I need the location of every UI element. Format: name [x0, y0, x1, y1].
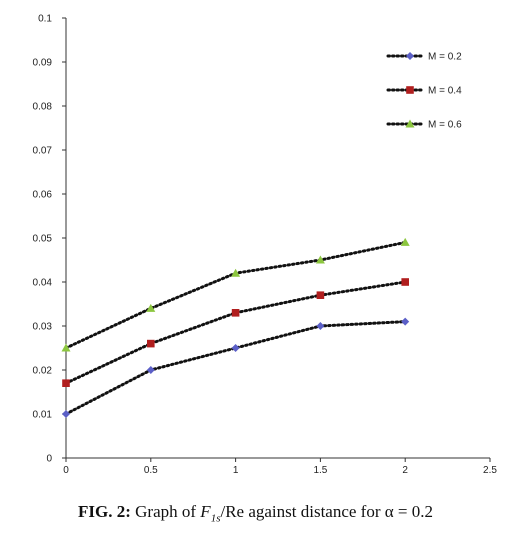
series-line	[64, 320, 407, 416]
x-tick-label: 2.5	[483, 465, 497, 476]
caption-text-after: /Re against distance for α = 0.2	[220, 502, 433, 521]
data-point	[401, 317, 410, 326]
data-point	[61, 343, 71, 352]
data-point	[62, 379, 70, 387]
data-point	[231, 268, 241, 277]
caption-symbol-sub: 1s	[210, 512, 221, 525]
data-point	[147, 339, 155, 348]
y-tick-label: 0.04	[33, 278, 53, 289]
figure-label: FIG. 2:	[78, 502, 131, 521]
axes: 0 0.01 0.02 0.03 0.04 0.05 0.06 0.07 0.08 0.09 0.1…	[33, 14, 498, 477]
y-tick-label: 0	[46, 454, 52, 465]
legend: M = 0.2 M = 0.4 M = 0.6	[386, 52, 462, 131]
x-tick-label: 2	[402, 465, 408, 476]
y-tick-label: 0.07	[33, 146, 53, 157]
y-tick-label: 0.06	[33, 190, 53, 201]
series-1	[62, 317, 410, 418]
legend-item-2: M = 0.4	[386, 86, 462, 97]
y-tick-label: 0.1	[38, 14, 52, 25]
data-point	[231, 309, 240, 317]
legend-marker	[406, 86, 414, 94]
caption-symbol: F	[200, 502, 211, 521]
series-2	[62, 278, 409, 387]
data-point	[146, 366, 155, 374]
y-tick-label: 0.01	[33, 410, 53, 421]
legend-label: M = 0.2	[428, 52, 462, 63]
legend-marker	[406, 52, 414, 60]
data-point	[316, 322, 325, 330]
legend-marker	[405, 119, 415, 128]
legend-item-1: M = 0.2	[386, 52, 462, 63]
data-point	[62, 410, 70, 418]
caption-text-before: Graph of	[135, 502, 201, 521]
series-layer	[61, 237, 410, 418]
data-point	[316, 291, 325, 299]
x-tick-label: 0	[63, 465, 69, 476]
y-tick-label: 0.09	[33, 58, 53, 69]
series-3	[61, 237, 410, 352]
y-tick-label: 0.03	[33, 322, 53, 333]
y-tick-label: 0.08	[33, 102, 53, 113]
legend-label: M = 0.6	[428, 120, 462, 131]
y-tick-label: 0.05	[33, 234, 53, 245]
data-point	[231, 344, 240, 352]
figure-caption: FIG. 2: Graph of F1s/Re against distance…	[0, 502, 511, 524]
y-tick-label: 0.02	[33, 366, 53, 377]
series-line	[64, 280, 407, 385]
data-point	[400, 237, 410, 246]
data-point	[146, 303, 156, 312]
legend-label: M = 0.4	[428, 86, 462, 97]
chart: 0 0.01 0.02 0.03 0.04 0.05 0.06 0.07 0.08 0.09 0.1…	[33, 14, 498, 477]
x-tick-label: 1	[233, 465, 239, 476]
series-line	[64, 240, 407, 350]
x-tick-label: 0.5	[144, 465, 158, 476]
x-tick-label: 1.5	[313, 465, 327, 476]
data-point	[401, 278, 409, 286]
data-point	[315, 255, 325, 264]
legend-item-3: M = 0.6	[386, 119, 462, 131]
